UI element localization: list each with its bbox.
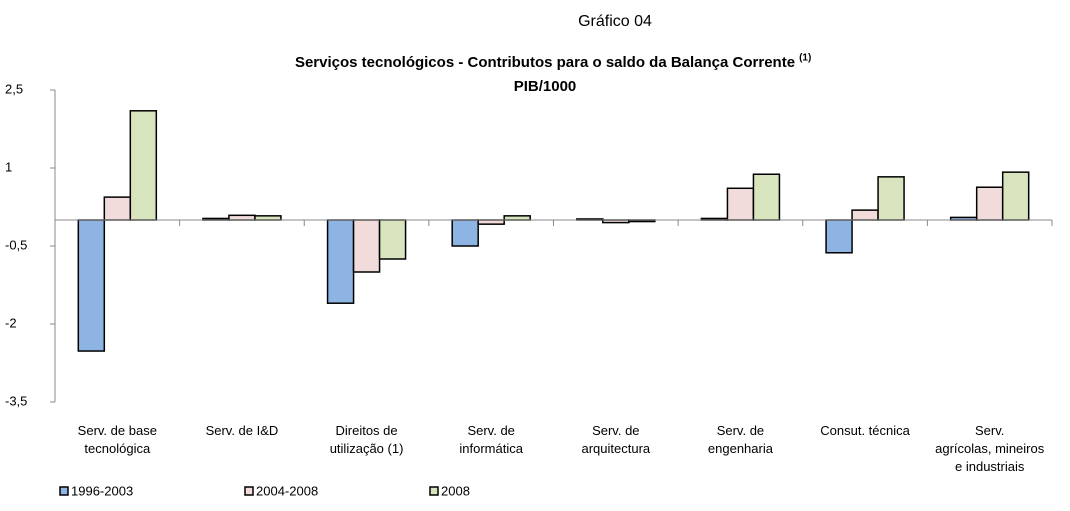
bar [752,173,781,221]
x-tick-label: Serv. de arquitectura [581,423,650,456]
x-tick-label: Serv. agrícolas, mineiros e industriais [935,423,1045,474]
bar [877,176,905,221]
y-tick-label: -2 [5,315,17,330]
bar [326,219,355,304]
chart-title: Serviços tecnológicos - Contributos para… [295,54,795,71]
bar [77,219,106,352]
legend-swatch [244,486,254,496]
bar [378,219,407,260]
y-tick-label: 2,5 [5,81,23,96]
bar [352,219,381,273]
y-tick-label: 1 [5,159,12,174]
bar [851,209,879,221]
x-tick-label: Serv. de engenharia [708,423,774,456]
bar [228,214,256,221]
x-tick-label: Serv. de I&D [206,423,279,438]
x-tick-label: Serv. de base tecnológica [78,423,157,456]
bar [1001,171,1030,221]
chart-label: Gráfico 04 [578,13,652,30]
bar [477,219,505,225]
y-tick-label: -0,5 [5,237,27,252]
bar [726,187,755,221]
x-tick-label: Direitos de utilização (1) [330,423,404,456]
y-tick-label: -3,5 [5,393,27,408]
bar [825,219,853,254]
chart-subtitle: PIB/1000 [514,78,577,95]
bar [129,110,158,221]
bar [254,215,282,221]
x-tick-label: Consut. técnica [820,423,910,438]
legend-swatch [59,486,69,496]
legend-label: 2008 [441,483,470,498]
legend-swatch [429,486,439,496]
bar [451,219,479,247]
bar [503,215,531,221]
legend-label: 1996-2003 [71,483,133,498]
bar [103,196,132,221]
title-note: (1) [799,53,811,64]
x-tick-label: Serv. de informática [459,423,523,456]
legend-label: 2004-2008 [256,483,318,498]
bar [975,186,1004,221]
